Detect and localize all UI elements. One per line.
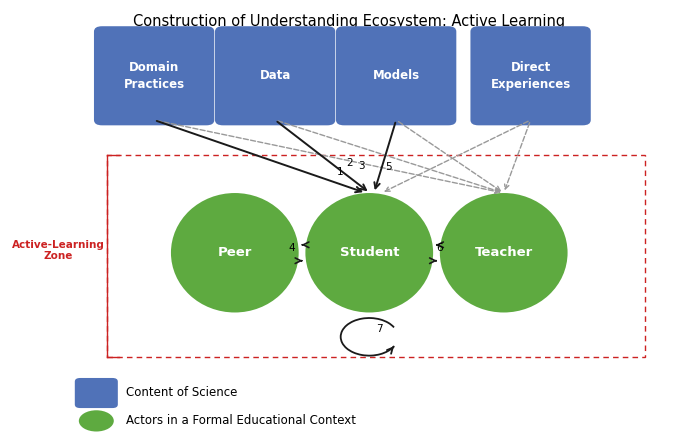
Text: 2: 2 [346,158,352,168]
Text: 3: 3 [358,160,365,171]
Text: Content of Science: Content of Science [126,386,237,399]
Text: Data: Data [259,69,291,82]
Ellipse shape [171,193,299,313]
FancyBboxPatch shape [75,378,118,408]
Text: Active-Learning
Zone: Active-Learning Zone [12,240,105,261]
FancyBboxPatch shape [471,26,591,125]
FancyBboxPatch shape [94,26,214,125]
Ellipse shape [440,193,568,313]
Text: Domain
Practices: Domain Practices [124,61,184,91]
Text: 6: 6 [436,243,443,253]
Text: 5: 5 [385,162,391,172]
Text: Construction of Understanding Ecosystem: Active Learning: Construction of Understanding Ecosystem:… [133,14,565,29]
Text: Teacher: Teacher [475,246,533,259]
FancyBboxPatch shape [215,26,335,125]
Text: Peer: Peer [217,246,252,259]
Ellipse shape [79,410,114,431]
FancyBboxPatch shape [336,26,456,125]
Ellipse shape [305,193,433,313]
Text: Direct
Experiences: Direct Experiences [491,61,571,91]
Bar [107,155,645,357]
Text: 1: 1 [337,167,344,177]
Text: 4: 4 [289,243,295,253]
Text: Student: Student [339,246,399,259]
Text: Models: Models [373,69,420,82]
Text: 7: 7 [376,324,383,334]
Text: Actors in a Formal Educational Context: Actors in a Formal Educational Context [126,414,356,427]
